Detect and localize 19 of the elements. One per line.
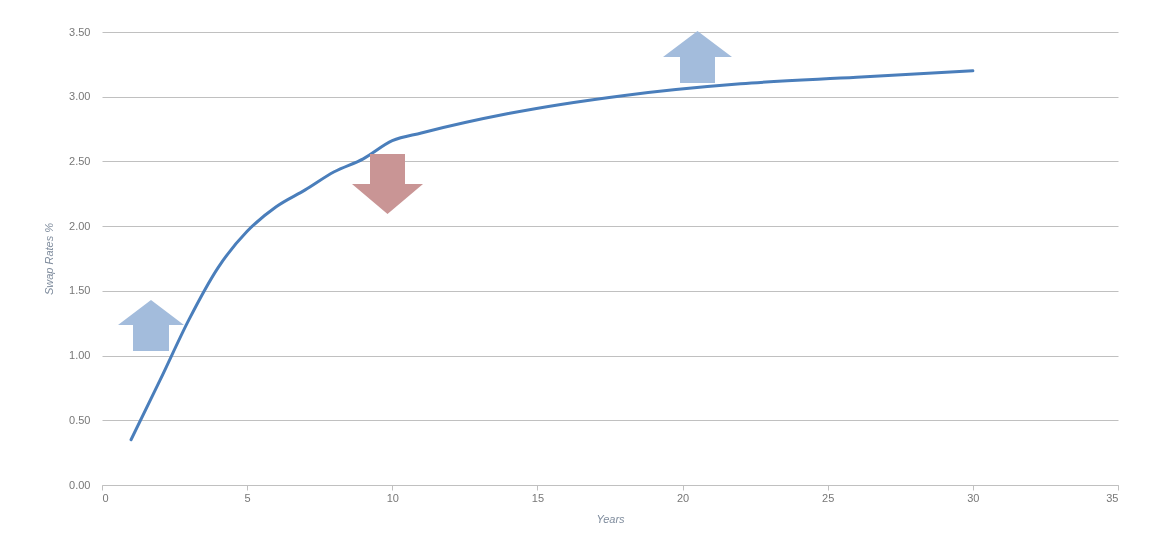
y-tick-label: 2.50 [69,154,91,167]
x-tick-label: 0 [102,491,109,504]
line-series [129,69,975,442]
x-tick-label: 35 [1106,491,1119,504]
x-tick-label: 15 [531,491,545,504]
x-tick-label: 10 [386,491,399,504]
y-tick-label: 2.00 [69,219,91,232]
x-tick-label: 25 [822,491,835,504]
x-tick-label: 5 [244,491,251,504]
y-tick-label: 1.50 [69,284,91,297]
y-tick-label: 3.50 [69,25,91,38]
y-tick-label: 1.00 [69,349,91,362]
y-tick-label: 3.00 [69,90,91,103]
x-tick-label: 20 [676,491,690,504]
x-tick-label: 30 [967,491,980,504]
x-axis-title: Years [596,512,626,525]
y-tick-label: 0.50 [69,413,91,426]
y-tick-label: 0.00 [69,478,91,491]
y-axis-title: Swap Rates % [43,222,56,296]
